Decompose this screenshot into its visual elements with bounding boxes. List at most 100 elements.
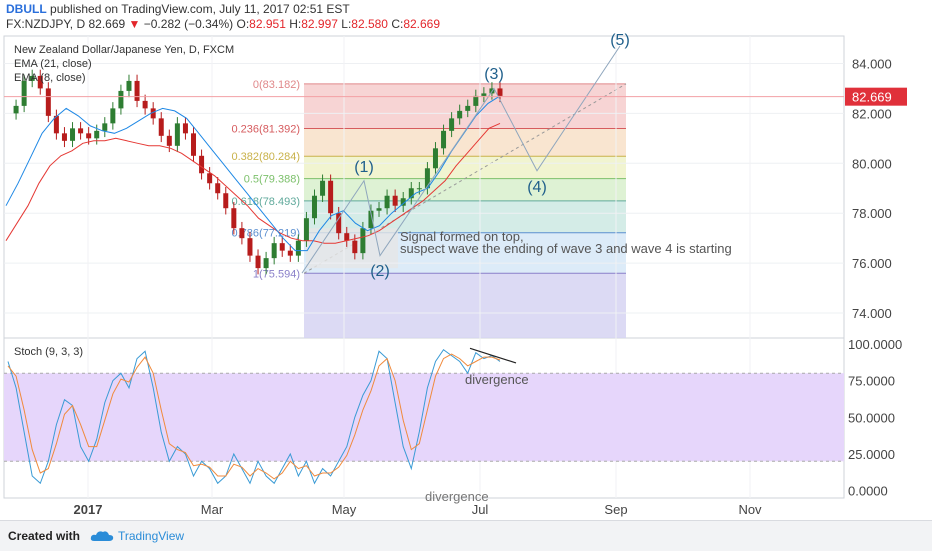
candle-body — [344, 233, 350, 241]
candle-body — [328, 180, 334, 214]
candle-body — [142, 100, 148, 109]
candle-body — [21, 80, 27, 106]
candle-body — [320, 180, 326, 196]
created-with-label: Created with — [8, 529, 81, 543]
note-line-2: suspect wave the ending of wave 3 and wa… — [400, 241, 732, 256]
fib-zone — [304, 200, 626, 233]
stoch-axis-tick: 25.0000 — [848, 447, 895, 462]
candle-body — [457, 110, 463, 119]
legend-ema21[interactable]: EMA (21, close) — [14, 58, 92, 70]
candle-body — [53, 115, 59, 134]
candle-body — [86, 133, 92, 139]
stoch-axis-tick: 100.0000 — [848, 337, 902, 352]
candle-body — [255, 255, 261, 269]
candle-body — [247, 238, 253, 256]
candle-body — [392, 195, 398, 206]
publish-line: DBULL published on TradingView.com, July… — [6, 2, 440, 17]
candle-body — [311, 195, 317, 219]
candle-body — [126, 80, 132, 91]
time-axis-tick: Nov — [738, 502, 762, 517]
close-value: 82.669 — [403, 17, 441, 31]
fib-level-label: 0.5(79.388) — [244, 174, 300, 186]
fib-zone — [304, 178, 626, 201]
note-line-1: Signal formed on top, — [400, 229, 524, 244]
candle-body — [465, 105, 471, 111]
candle-body — [352, 240, 358, 254]
fib-zone — [304, 83, 626, 129]
author-name[interactable]: DBULL — [6, 2, 47, 16]
tradingview-logo-text[interactable]: TradingView — [118, 529, 185, 543]
fib-zone — [304, 128, 626, 157]
fib-level-label: 0(83.182) — [253, 79, 300, 91]
candle-body — [441, 130, 447, 149]
legend-title: New Zealand Dollar/Japanese Yen, D, FXCM — [14, 44, 235, 56]
fib-level-label: 0.236(81.392) — [232, 124, 301, 136]
ema8-line — [5, 95, 501, 252]
fib-level-label: 1(75.594) — [253, 268, 300, 280]
time-axis-tick: May — [332, 502, 357, 517]
fib-zone — [304, 156, 626, 179]
candle-body — [199, 155, 205, 174]
candle-body — [449, 118, 455, 131]
candle-body — [166, 135, 172, 146]
candle-body — [231, 208, 237, 229]
high-value: 82.997 — [301, 17, 338, 31]
fib-level-label: 0.786(77.219) — [232, 228, 301, 240]
time-axis-tick: Jul — [472, 502, 489, 517]
candle-body — [118, 90, 124, 109]
fib-zone — [304, 273, 626, 338]
grid-lines — [4, 36, 844, 498]
fibonacci-retracement[interactable]: 0(83.182) 0.236(81.392) 0.382(80.284) 0.5(7… — [232, 79, 627, 338]
time-axis-tick: Mar — [201, 502, 224, 517]
elliott-waves[interactable] — [301, 45, 621, 274]
candle-body — [191, 133, 197, 156]
candle-body — [37, 75, 43, 89]
candle-body — [473, 95, 479, 106]
low-value: 82.580 — [351, 17, 388, 31]
legend-stoch[interactable]: Stoch (9, 3, 3) — [14, 346, 84, 358]
wave-5-label: (5) — [610, 32, 630, 49]
candle-body — [223, 193, 229, 209]
candle-body — [61, 133, 67, 141]
price-axis-tick: 78.000 — [852, 206, 892, 221]
legend-ema8[interactable]: EMA (8, close) — [14, 72, 86, 84]
low-label: L: — [341, 17, 352, 31]
candle-body — [400, 198, 406, 206]
consolidation-box — [306, 228, 398, 269]
quote-line: FX:NZDJPY, D 82.669 ▼ −0.282 (−0.34%) O:… — [6, 17, 440, 32]
wave-3-label: (3) — [484, 66, 504, 83]
stoch-axis-tick: 0.0000 — [848, 484, 888, 499]
wave-projection-line — [301, 45, 621, 274]
divergence-label-2: divergence — [425, 489, 489, 504]
candle-body — [424, 168, 430, 189]
candle-body — [303, 218, 309, 241]
candle-body — [336, 213, 342, 234]
ema21-line — [5, 122, 501, 244]
candle-body — [295, 240, 301, 256]
candle-body — [416, 188, 422, 190]
candle-body — [376, 208, 382, 211]
last-price: 82.669 — [88, 17, 126, 31]
candle-body — [110, 108, 116, 124]
wave-4-label: (4) — [527, 179, 547, 196]
candle-body — [368, 210, 374, 229]
candle-body — [287, 250, 293, 256]
close-label: C: — [391, 17, 404, 31]
candle-body — [45, 88, 51, 116]
candle-body — [158, 118, 164, 136]
price-axis-tick: 74.000 — [852, 306, 892, 321]
candle-body — [174, 123, 180, 146]
candle-body — [13, 105, 19, 114]
down-arrow-icon: ▼ — [128, 17, 141, 31]
candle-body — [29, 75, 35, 81]
candle-body — [432, 148, 438, 169]
stoch-d-line — [7, 353, 501, 480]
open-value: 82.951 — [249, 17, 286, 31]
high-label: H: — [289, 17, 302, 31]
time-axis-tick: Sep — [604, 502, 627, 517]
open-label: O: — [236, 17, 250, 31]
candle-body — [70, 128, 76, 141]
last-price-tag-text: 82.669 — [852, 90, 892, 105]
ema-lines — [5, 95, 501, 252]
price-chart[interactable]: 0(83.182) 0.236(81.392) 0.382(80.284) 0.5(7… — [0, 0, 932, 520]
